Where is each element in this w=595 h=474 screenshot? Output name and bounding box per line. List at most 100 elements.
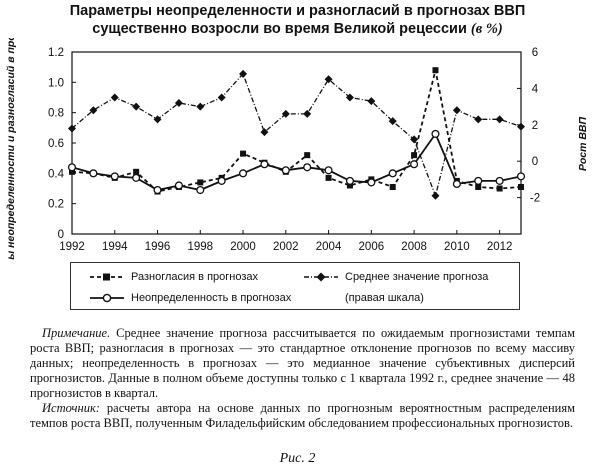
left-tick-label: 1.0 [48, 77, 64, 89]
data-point-circle [388, 169, 397, 178]
title-line-1: Параметры неопределенности и разногласий… [69, 3, 526, 19]
x-tick-label: 1998 [187, 241, 213, 253]
note-text: Среднее значение прогноза рассчитывается… [30, 326, 575, 400]
note-label: Примечание. [42, 326, 111, 340]
legend-item-uncertainty: Неопределенность в прогнозах [89, 290, 291, 306]
legend-item-disagreement: Разногласия в прогнозах [89, 269, 258, 285]
data-point-circle [495, 176, 504, 185]
chart-axes [71, 51, 522, 235]
data-point-circle [110, 172, 119, 181]
data-point-diamond [89, 106, 98, 115]
right-axis-ticks: -2 0 2 4 6 [517, 47, 540, 205]
data-point-diamond [303, 109, 312, 118]
data-point-circle [324, 166, 333, 175]
legend-solid-circle-icon [90, 293, 124, 303]
data-point-square [475, 183, 482, 190]
x-tick-label: 2004 [316, 241, 342, 253]
data-point-circle [67, 163, 77, 172]
data-point-square [240, 150, 247, 157]
left-tick-label: 0.6 [48, 138, 64, 150]
title-line-2-text: существенно возросли во время Великой ре… [92, 21, 467, 37]
left-tick-label: 0.2 [48, 199, 64, 211]
data-point-diamond [452, 106, 461, 115]
data-point-diamond [132, 102, 141, 111]
series-line-dashed-square [71, 69, 522, 193]
data-point-square [69, 168, 75, 175]
source-text: расчеты автора на основе данных по прогн… [30, 401, 575, 430]
legend-spacer-icon [303, 293, 339, 303]
data-point-diamond [431, 191, 440, 200]
data-point-circle [474, 176, 483, 185]
x-tick-label: 2012 [487, 241, 513, 253]
figure-caption: Рис. 2 [279, 451, 316, 466]
left-axis-label: Параметры неопределенности и разногласий… [5, 38, 17, 260]
data-point-square [411, 152, 418, 159]
data-point-circle [217, 176, 226, 185]
chart-notes: Примечание. Среднее значение прогноза ра… [30, 326, 575, 431]
legend-label-mean-forecast: Среднее значение прогноза [345, 271, 489, 283]
data-point-square [518, 183, 524, 190]
data-point-diamond [239, 69, 248, 78]
right-tick-label: -2 [530, 193, 540, 205]
legend-dashed-square-icon [90, 273, 124, 281]
right-tick-label: 6 [532, 47, 538, 59]
data-point-square [432, 67, 439, 74]
left-axis-ticks: 0 0.2 0.4 0.6 0.8 1.0 1.2 [48, 47, 76, 241]
data-point-circle [238, 169, 248, 178]
data-point-square [197, 179, 204, 186]
data-point-square [304, 152, 311, 159]
chart-title: Параметры неопределенности и разногласий… [0, 2, 595, 38]
data-point-square [325, 174, 332, 181]
x-tick-label: 1992 [59, 241, 85, 253]
plot-frame [71, 51, 522, 235]
data-point-circle [516, 172, 526, 181]
data-point-circle [345, 176, 355, 185]
data-point-diamond [281, 109, 290, 118]
data-point-circle [89, 169, 98, 178]
title-unit: (в %) [470, 21, 503, 37]
data-point-circle [132, 173, 141, 182]
data-point-circle [174, 181, 183, 190]
left-tick-label: 0 [58, 229, 64, 241]
legend-item-right-scale: (правая шкала) [303, 290, 424, 306]
left-tick-label: 0.8 [48, 108, 64, 120]
data-point-diamond [495, 115, 504, 124]
data-point-circle [367, 178, 376, 187]
data-point-circle [196, 185, 205, 195]
x-axis-ticks: 1992 1994 1996 1998 2000 2002 2004 2006 2008 2010… [59, 230, 512, 253]
x-tick-label: 2000 [230, 241, 256, 253]
data-point-diamond [367, 97, 376, 106]
data-point-diamond [153, 115, 162, 124]
data-point-diamond [174, 98, 183, 107]
data-point-circle [431, 129, 440, 138]
data-point-circle [281, 166, 290, 175]
x-tick-label: 2002 [273, 241, 299, 253]
x-tick-label: 1994 [102, 241, 128, 253]
x-tick-label: 1996 [145, 241, 171, 253]
data-point-diamond [217, 93, 226, 102]
left-tick-label: 1.2 [48, 47, 64, 59]
data-point-diamond [474, 115, 483, 124]
data-point-diamond [196, 102, 205, 111]
data-point-square [346, 182, 353, 189]
right-axis-label: Рост ВВП [577, 117, 589, 172]
data-point-diamond [410, 135, 419, 144]
legend-dashed-diamond-icon [304, 272, 338, 282]
data-point-square [389, 183, 396, 190]
source-label: Источник: [42, 401, 100, 415]
data-point-circle [410, 160, 419, 169]
data-point-diamond [517, 122, 525, 131]
x-tick-label: 2008 [401, 241, 427, 253]
note-paragraph: Примечание. Среднее значение прогноза ра… [30, 326, 575, 401]
data-point-circle [260, 160, 269, 169]
title-line-2: существенно возросли во время Великой ре… [0, 20, 595, 38]
chart-legend: Разногласия в прогнозах Среднее значение… [70, 262, 520, 310]
data-point-diamond [68, 124, 76, 133]
data-point-diamond [260, 128, 269, 137]
left-tick-label: 0.4 [48, 168, 65, 180]
data-point-diamond [345, 93, 354, 102]
source-paragraph: Источник: расчеты автора на основе данны… [30, 401, 575, 431]
legend-label-right-scale: (правая шкала) [345, 292, 424, 304]
data-point-diamond [324, 75, 333, 84]
data-point-square [133, 168, 140, 175]
